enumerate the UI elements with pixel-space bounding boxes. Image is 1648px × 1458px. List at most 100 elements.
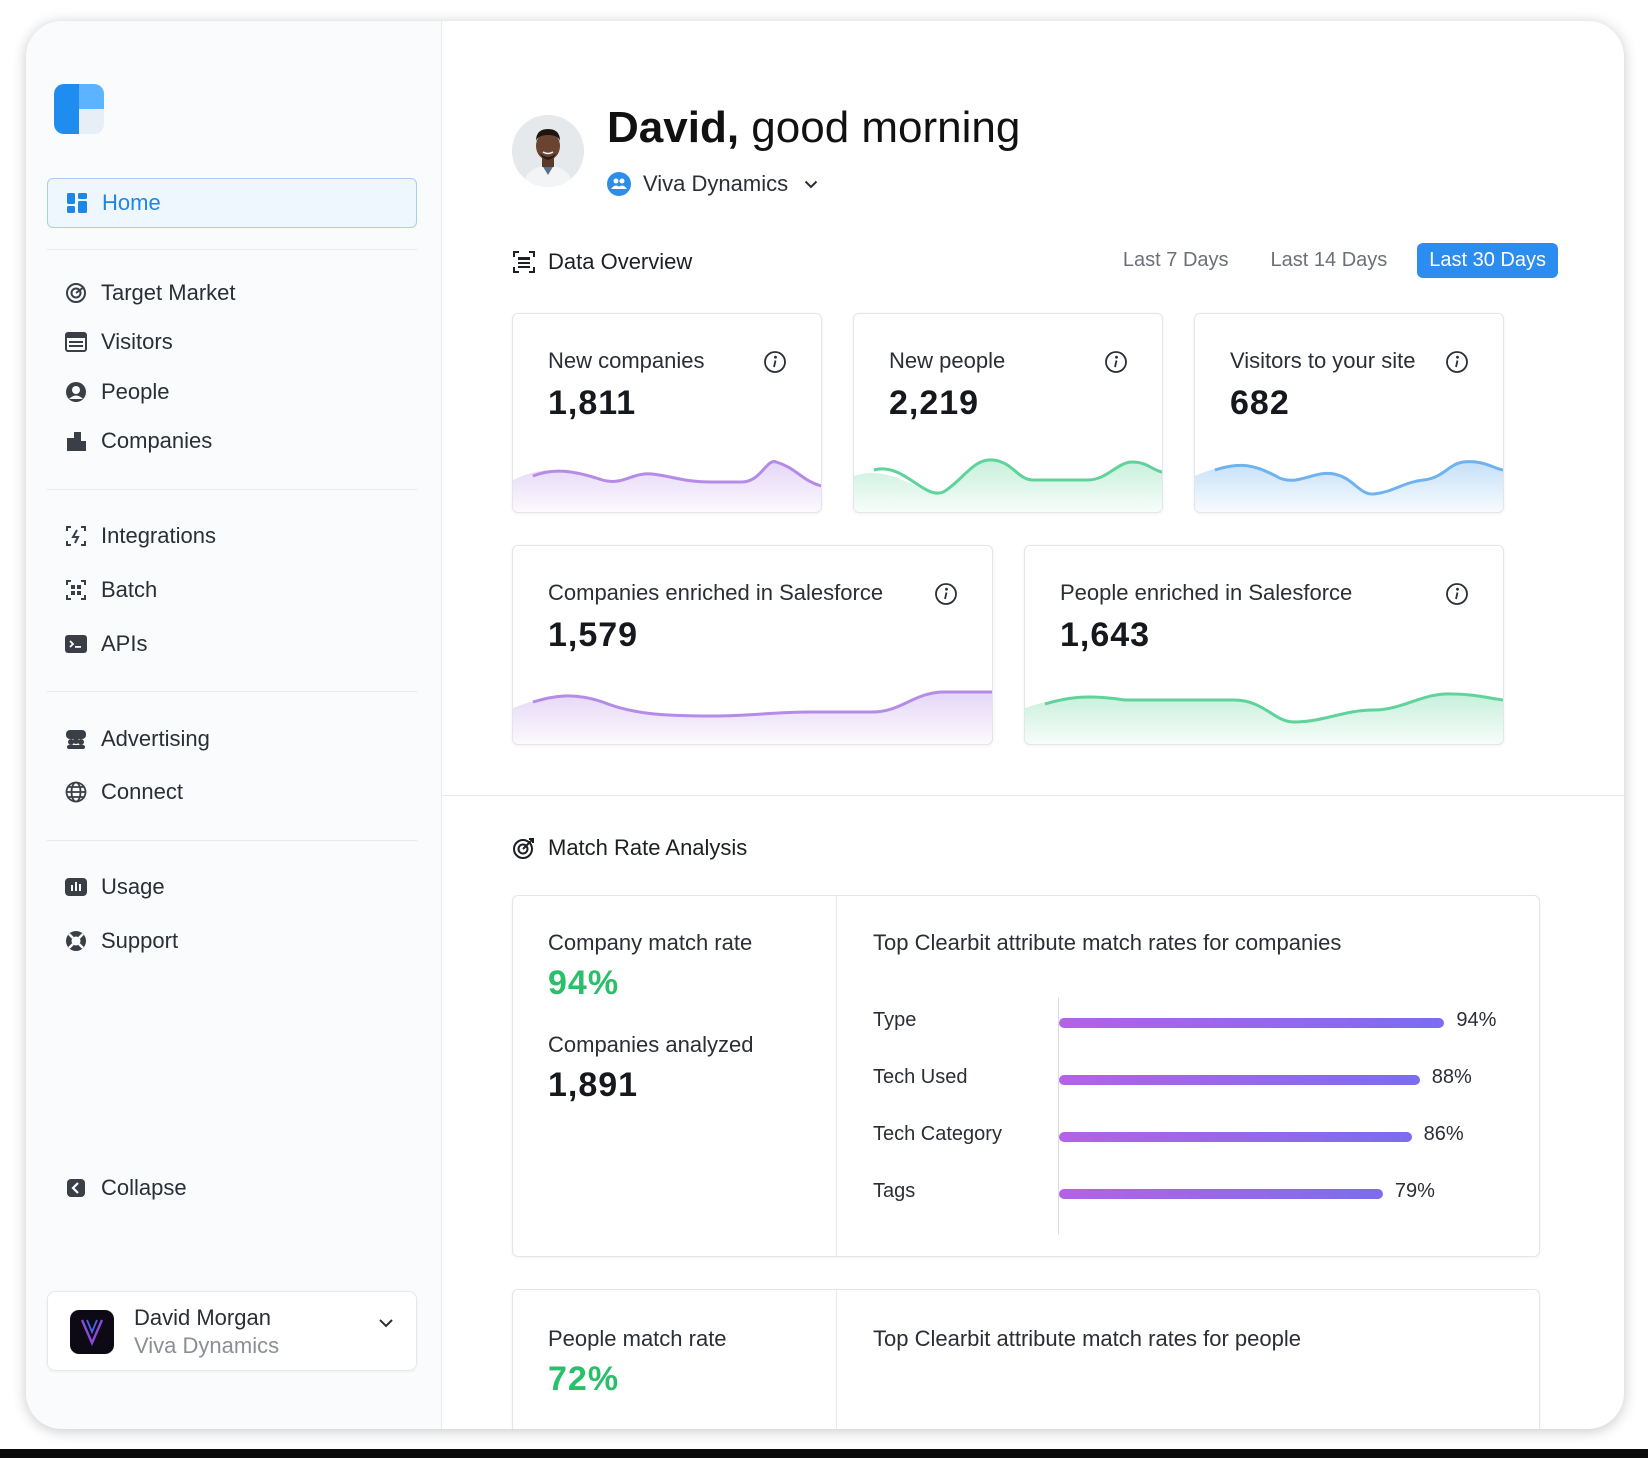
- grid-dots-icon: [65, 579, 87, 601]
- stat-card-people-enriched[interactable]: People enriched in Salesforce 1,643: [1024, 545, 1504, 745]
- sidebar-divider: [47, 489, 417, 490]
- bar-row: Tech Used 88%: [873, 1064, 1513, 1094]
- team-icon: [607, 172, 631, 196]
- bar-label: Type: [873, 1009, 917, 1031]
- sidebar-item-visitors[interactable]: Visitors: [47, 317, 417, 367]
- bar-value-label: 94%: [1456, 1009, 1497, 1031]
- data-overview-title: Data Overview: [512, 249, 692, 275]
- info-icon[interactable]: [1445, 582, 1469, 606]
- target-icon: [512, 836, 536, 860]
- bar-chart-icon: [65, 876, 87, 898]
- match-rate-title: Match Rate Analysis: [512, 835, 747, 861]
- bar-track: [1059, 1018, 1469, 1028]
- bar-label: Tech Used: [873, 1066, 968, 1088]
- org-name: Viva Dynamics: [643, 171, 789, 196]
- info-icon[interactable]: [934, 582, 958, 606]
- sidebar-item-target-market[interactable]: Target Market: [47, 268, 417, 318]
- people-match-rate-value: 72%: [548, 1360, 620, 1398]
- sidebar-item-connect[interactable]: Connect: [47, 767, 417, 817]
- company-attribute-chart-title: Top Clearbit attribute match rates for c…: [873, 930, 1342, 955]
- sidebar: Home Target Market Visitors People Com: [26, 21, 442, 1429]
- greeting-heading: David, good morning: [607, 103, 1020, 153]
- bar-track: [1059, 1075, 1469, 1085]
- browser-window-icon: [65, 331, 87, 353]
- sidebar-item-label: Support: [101, 928, 179, 953]
- org-selector[interactable]: Viva Dynamics: [607, 171, 818, 197]
- sidebar-item-companies[interactable]: Companies: [47, 416, 417, 466]
- stat-label: Visitors to your site: [1230, 348, 1416, 373]
- people-attribute-chart-title: Top Clearbit attribute match rates for p…: [873, 1326, 1302, 1351]
- tab-last-30-days[interactable]: Last 30 Days: [1417, 243, 1558, 278]
- sidebar-item-label: Batch: [101, 577, 158, 602]
- stat-label: New people: [889, 348, 1006, 373]
- bar-value-label: 79%: [1394, 1180, 1435, 1202]
- sidebar-item-home[interactable]: Home: [47, 178, 417, 228]
- sidebar-item-label: Integrations: [101, 523, 216, 548]
- company-match-card: Company match rate 94% Companies analyze…: [512, 895, 1540, 1257]
- collapse-button[interactable]: Collapse: [47, 1163, 417, 1213]
- bar: [1059, 1189, 1383, 1199]
- companies-analyzed-label: Companies analyzed: [548, 1032, 754, 1057]
- stat-card-visitors[interactable]: Visitors to your site 682: [1194, 313, 1504, 513]
- bar: [1059, 1132, 1412, 1142]
- scan-icon: [512, 250, 536, 274]
- sidebar-item-label: Target Market: [101, 280, 236, 305]
- stat-card-new-companies[interactable]: New companies 1,811: [512, 313, 822, 513]
- sidebar-item-advertising[interactable]: Advertising: [47, 714, 417, 764]
- app-logo[interactable]: [54, 84, 104, 134]
- lifebuoy-icon: [65, 930, 87, 952]
- bar-row: Type 94%: [873, 1007, 1513, 1037]
- org-avatar: [70, 1310, 114, 1354]
- sidebar-item-people[interactable]: People: [47, 367, 417, 417]
- sparkline-new-people: [854, 458, 1162, 512]
- sidebar-item-label: Advertising: [101, 726, 210, 751]
- stat-label: People enriched in Salesforce: [1060, 580, 1353, 605]
- companies-analyzed-value: 1,891: [548, 1066, 639, 1104]
- sidebar-item-support[interactable]: Support: [47, 916, 417, 966]
- info-icon[interactable]: [1445, 350, 1469, 374]
- stat-card-companies-enriched[interactable]: Companies enriched in Salesforce 1,579: [512, 545, 993, 745]
- company-match-rate-value: 94%: [548, 964, 620, 1002]
- tab-last-7-days[interactable]: Last 7 Days: [1122, 249, 1229, 271]
- bar-label: Tech Category: [873, 1123, 1002, 1145]
- bar-row: Tags 79%: [873, 1178, 1513, 1208]
- section-title-text: Match Rate Analysis: [548, 835, 748, 860]
- stat-label: New companies: [548, 348, 705, 373]
- date-range-tabs: Last 7 Days Last 14 Days Last 30 Days: [1093, 243, 1558, 278]
- stat-value: 1,643: [1060, 616, 1151, 654]
- bottom-edge: [0, 1449, 1648, 1458]
- main-content: David, good morning Viva Dynamics Data O…: [442, 21, 1624, 1429]
- company-match-summary: Company match rate 94% Companies analyze…: [513, 896, 837, 1256]
- sidebar-item-label: Home: [102, 190, 161, 215]
- info-icon[interactable]: [1104, 350, 1128, 374]
- chevron-down-icon: [379, 1319, 393, 1328]
- sidebar-item-label: Visitors: [101, 329, 173, 354]
- stat-card-new-people[interactable]: New people 2,219: [853, 313, 1163, 513]
- app-window: Home Target Market Visitors People Com: [26, 21, 1624, 1429]
- sparkline-visitors: [1195, 460, 1503, 512]
- collapse-icon: [65, 1177, 87, 1199]
- sidebar-item-usage[interactable]: Usage: [47, 862, 417, 912]
- bar-value-label: 86%: [1423, 1123, 1464, 1145]
- section-title-text: Data Overview: [548, 249, 693, 274]
- account-switcher[interactable]: David Morgan Viva Dynamics: [47, 1291, 417, 1371]
- sidebar-item-label: Usage: [101, 874, 165, 899]
- user-name: David Morgan: [134, 1305, 271, 1330]
- sidebar-item-label: Connect: [101, 779, 183, 804]
- stat-value: 1,811: [548, 384, 637, 422]
- sidebar-item-label: Companies: [101, 428, 213, 453]
- tab-last-14-days[interactable]: Last 14 Days: [1270, 249, 1388, 271]
- sidebar-divider: [47, 249, 417, 250]
- sparkline-new-companies: [513, 460, 821, 512]
- bar-value-label: 88%: [1431, 1066, 1472, 1088]
- user-avatar[interactable]: [512, 115, 584, 187]
- stat-value: 1,579: [548, 616, 639, 654]
- sidebar-item-integrations[interactable]: Integrations: [47, 511, 417, 561]
- sidebar-item-apis[interactable]: APIs: [47, 619, 417, 669]
- bar-track: [1059, 1132, 1469, 1142]
- sidebar-item-batch[interactable]: Batch: [47, 565, 417, 615]
- collapse-label: Collapse: [101, 1175, 187, 1200]
- info-icon[interactable]: [763, 350, 787, 374]
- radar-icon: [65, 282, 87, 304]
- sparkline-companies-enriched: [513, 690, 992, 744]
